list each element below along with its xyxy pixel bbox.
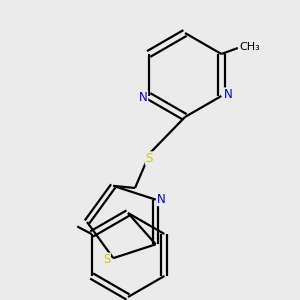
Text: S: S	[103, 253, 110, 266]
Text: N: N	[158, 193, 166, 206]
Text: S: S	[146, 152, 153, 165]
Text: N: N	[139, 91, 148, 104]
Text: CH₃: CH₃	[239, 42, 260, 52]
Text: N: N	[224, 88, 232, 101]
